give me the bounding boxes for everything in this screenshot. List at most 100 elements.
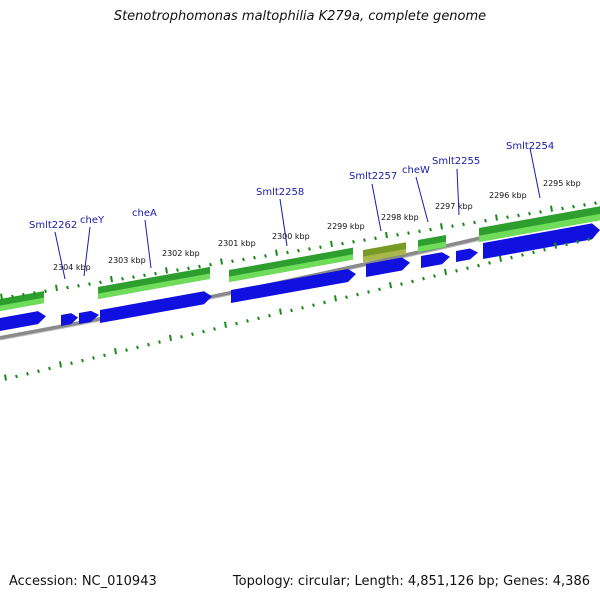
scale-tick-upper [231,259,234,264]
scale-tick-lower [70,361,73,366]
gene-bar-smlt2254-lower-band [479,213,600,242]
gene-label-leader [279,198,288,247]
scale-tick-lower [103,353,106,358]
scale-tick-upper [220,258,223,265]
scale-tick-lower [125,348,128,352]
scale-tick-lower [81,358,84,363]
scale-tick-upper [187,266,190,271]
scale-tick-lower [290,308,293,313]
scale-tick-upper [341,241,344,246]
scale-tick-upper [22,292,25,297]
scale-tick-lower [565,242,568,247]
cds-arrow-chew [421,252,450,268]
cds-arrow-chea [100,291,212,323]
gene-label-leader [54,231,66,280]
scale-tick-lower [158,340,161,344]
scale-tick-lower [136,345,139,350]
cds-arrow-left [0,311,46,331]
gene-bar-upper-lower-band [0,297,44,311]
scale-tick-upper [363,238,366,242]
scale-tick-lower [246,319,249,323]
scale-tick-lower [510,255,513,260]
scale-tick-lower [268,313,271,318]
accession-text: Accession: NC_010943 [9,574,157,589]
scale-tick-upper [583,203,586,207]
scale-tick-lower [147,342,150,347]
scale-tick-lower [554,242,557,249]
cds-arrow-smlt2255 [456,248,478,262]
cds-arrow-chey-b [79,310,99,324]
scale-tick-lower [422,276,425,281]
scale-tick-upper [506,215,509,220]
scale-tick-upper [407,231,410,235]
scale-tick-upper [121,277,124,281]
scale-tick-upper [385,231,388,239]
scale-tick-upper [440,223,443,230]
scale-tick-upper [594,201,597,205]
scale-tick-lower [576,239,579,244]
scale-tick-upper [11,294,14,299]
scale-tick-upper [110,275,113,283]
scale-tick-lower [488,261,491,265]
scale-tick-upper [88,282,91,286]
gene-bar-chew-lower-band [418,241,446,252]
scale-tick-lower [48,366,51,371]
scale-tick-lower [543,247,546,252]
scale-tick-upper [517,213,520,218]
scale-tick-upper [55,284,58,292]
scale-tick-upper [66,285,69,290]
scale-tick-lower [235,321,238,326]
scale-tick-lower [323,300,326,305]
scale-tick-lower [213,327,216,331]
scale-tick-lower [499,255,502,262]
scale-label: 2298 kbp [381,213,419,222]
scale-tick-upper [462,222,465,227]
gene-label: Smlt2258 [256,187,304,198]
scale-tick-upper [275,249,278,256]
scale-tick-lower [169,334,172,342]
scale-tick-upper [495,214,498,221]
scale-tick-upper [154,271,157,276]
scale-tick-lower [334,295,337,302]
gene-label: Smlt2254 [506,141,554,152]
scale-label: 2295 kbp [543,179,581,188]
scale-tick-lower [433,274,436,278]
gene-label: Smlt2262 [29,220,77,231]
scale-tick-lower [345,295,348,300]
gene-tracks [0,206,600,331]
scale-label: 2302 kbp [162,249,200,258]
scale-tick-lower [15,374,18,379]
cds-arrow-chey-a [61,313,78,326]
scale-tick-upper [33,291,36,295]
scale-tick-lower [114,347,117,355]
scale-tick-upper [473,220,476,225]
scale-tick-upper [550,205,553,212]
scale-tick-lower [411,279,414,284]
scale-tick-upper [308,247,311,251]
scale-tick-lower [444,268,447,276]
gene-label: Smlt2255 [432,156,480,167]
scale-tick-lower [202,329,205,334]
scale-labels: 2295 kbp 2296 kbp 2297 kbp 2298 kbp 2299 kbp… [53,179,581,272]
gene-label: cheA [132,208,157,219]
scale-label: 2299 kbp [327,222,365,231]
scale-tick-upper [264,254,267,258]
scale-tick-upper [572,204,575,209]
scale-label: 2296 kbp [489,191,527,200]
scale-label: 2297 kbp [435,202,473,211]
scale-tick-lower [4,374,7,381]
scale-tick-upper [143,273,146,278]
scale-tick-upper [286,250,289,255]
scale-ticks [0,201,597,381]
cds-arrow-smlt2257 [366,257,410,277]
scale-tick-upper [297,248,300,253]
scale-tick-lower [400,282,403,286]
scale-tick-upper [528,211,531,216]
scale-tick-lower [521,253,524,257]
scale-tick-upper [99,280,102,285]
scale-tick-upper [176,268,179,272]
scale-tick-lower [455,269,458,273]
scale-tick-upper [165,267,168,274]
scale-tick-lower [389,281,392,289]
